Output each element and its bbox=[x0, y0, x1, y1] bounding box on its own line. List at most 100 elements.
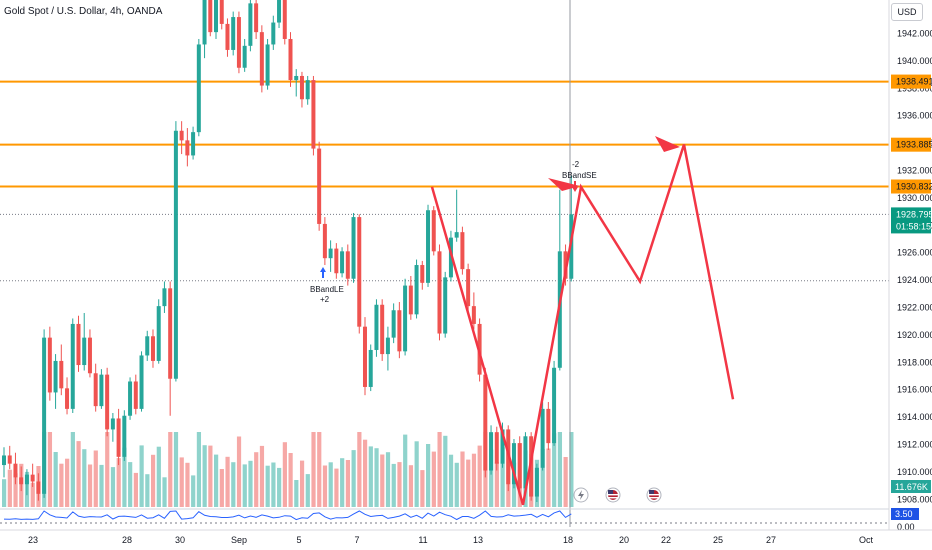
candle-body bbox=[494, 432, 499, 464]
volume-bar bbox=[540, 449, 545, 507]
candle-body bbox=[483, 374, 488, 471]
price-tick-label: 1914.000 bbox=[897, 412, 932, 422]
candle-body bbox=[173, 130, 178, 379]
volume-bar bbox=[128, 462, 133, 507]
us-flag-icon[interactable] bbox=[646, 487, 662, 503]
volume-bar bbox=[225, 456, 230, 507]
volume-bar bbox=[345, 460, 350, 507]
candle-body bbox=[397, 310, 402, 352]
volume-bar bbox=[191, 475, 196, 507]
flag-canton bbox=[649, 490, 654, 494]
candle-body bbox=[196, 44, 201, 133]
candle-body bbox=[236, 17, 241, 68]
candle-body bbox=[362, 326, 367, 387]
volume-bar bbox=[168, 432, 173, 507]
currency-button[interactable]: USD bbox=[891, 3, 923, 21]
event-markers[interactable] bbox=[573, 487, 662, 503]
volume-bar bbox=[403, 434, 408, 507]
volume-bar bbox=[82, 449, 87, 507]
date-tick-label: 30 bbox=[175, 535, 185, 545]
candle-body bbox=[99, 374, 104, 407]
candle-body bbox=[219, 0, 224, 24]
candle-body bbox=[374, 304, 379, 350]
candle-body bbox=[540, 408, 545, 468]
volume-bar bbox=[76, 441, 81, 507]
candle-body bbox=[42, 337, 47, 494]
volume-bar bbox=[368, 446, 373, 507]
volume-bar bbox=[139, 445, 144, 507]
candle-body bbox=[53, 360, 58, 393]
volume-bar bbox=[65, 458, 70, 507]
candle-body bbox=[317, 148, 322, 224]
current-price-label: 1928.795 bbox=[896, 209, 932, 219]
long-signal-arrow bbox=[320, 267, 326, 278]
volume-bar bbox=[202, 445, 207, 507]
candle-body bbox=[70, 323, 75, 409]
volume-bar bbox=[454, 462, 459, 507]
lightning-icon[interactable] bbox=[573, 487, 589, 503]
oscillator-line bbox=[3, 510, 572, 521]
candle-body bbox=[391, 310, 396, 338]
oscillator-tag-label: 3.50 bbox=[895, 509, 913, 519]
volume-bar bbox=[47, 432, 53, 507]
volume-bar bbox=[87, 464, 93, 507]
volume-bar bbox=[231, 462, 236, 507]
volume-bar bbox=[93, 450, 98, 507]
candle-body bbox=[254, 3, 259, 33]
volume-bar bbox=[133, 472, 138, 507]
volume-bar bbox=[99, 464, 104, 507]
volume-bar bbox=[236, 436, 242, 507]
candle-body bbox=[65, 388, 70, 409]
candle-body bbox=[552, 367, 557, 444]
candle-body bbox=[345, 251, 350, 279]
short-signal-arrow bbox=[572, 181, 578, 192]
candle-body bbox=[443, 277, 448, 334]
candle-body bbox=[534, 467, 539, 497]
candle-body bbox=[242, 45, 247, 68]
volume-bar bbox=[563, 457, 568, 507]
volume-bar bbox=[460, 451, 465, 507]
volume-bar bbox=[288, 453, 293, 507]
price-tick-label: 1936.000 bbox=[897, 111, 932, 121]
candle-body bbox=[87, 337, 92, 374]
candle-body bbox=[523, 436, 528, 489]
volume-bar bbox=[466, 459, 471, 507]
candle-body bbox=[322, 223, 327, 259]
candle-body bbox=[145, 336, 150, 356]
candle-body bbox=[248, 3, 253, 46]
candle-body bbox=[185, 140, 190, 156]
level-tag bbox=[891, 179, 931, 194]
candle-body bbox=[150, 336, 155, 361]
level-tag bbox=[891, 74, 931, 89]
price-tick-label: 1924.000 bbox=[897, 275, 932, 285]
oscillator-zero-label: 0.00 bbox=[897, 522, 915, 532]
volume-bar bbox=[265, 465, 270, 507]
volume-bar bbox=[385, 452, 391, 507]
date-tick-label: 11 bbox=[418, 535, 427, 545]
candle-body bbox=[403, 285, 408, 352]
candle-body bbox=[116, 418, 121, 457]
oscillator-tag bbox=[891, 508, 919, 520]
candle-body bbox=[231, 17, 236, 50]
volume-bar bbox=[569, 432, 574, 507]
candle-body bbox=[265, 44, 270, 86]
volume-bar bbox=[397, 462, 402, 507]
long-signal-qty: +2 bbox=[320, 295, 330, 304]
volume-bar bbox=[489, 449, 494, 507]
volume-bar bbox=[357, 432, 362, 507]
us-flag-icon[interactable] bbox=[605, 487, 621, 503]
price-tick-label: 1922.000 bbox=[897, 303, 932, 313]
date-ticks: 23 28 30 Sep 5 7 11 13 18 20 22 25 27 Oct bbox=[28, 535, 874, 545]
flag-stripe bbox=[608, 494, 618, 496]
volume-bar bbox=[242, 464, 247, 507]
price-tick-label: 1908.000 bbox=[897, 494, 932, 504]
volume-tag bbox=[891, 480, 931, 493]
volume-bar bbox=[414, 441, 419, 507]
candle-body bbox=[311, 80, 316, 149]
volume-bar bbox=[277, 467, 282, 507]
candle-body bbox=[168, 288, 173, 379]
flag-stripe bbox=[649, 494, 659, 496]
dotted-price-lines bbox=[0, 213, 889, 282]
candle-body bbox=[517, 443, 522, 489]
